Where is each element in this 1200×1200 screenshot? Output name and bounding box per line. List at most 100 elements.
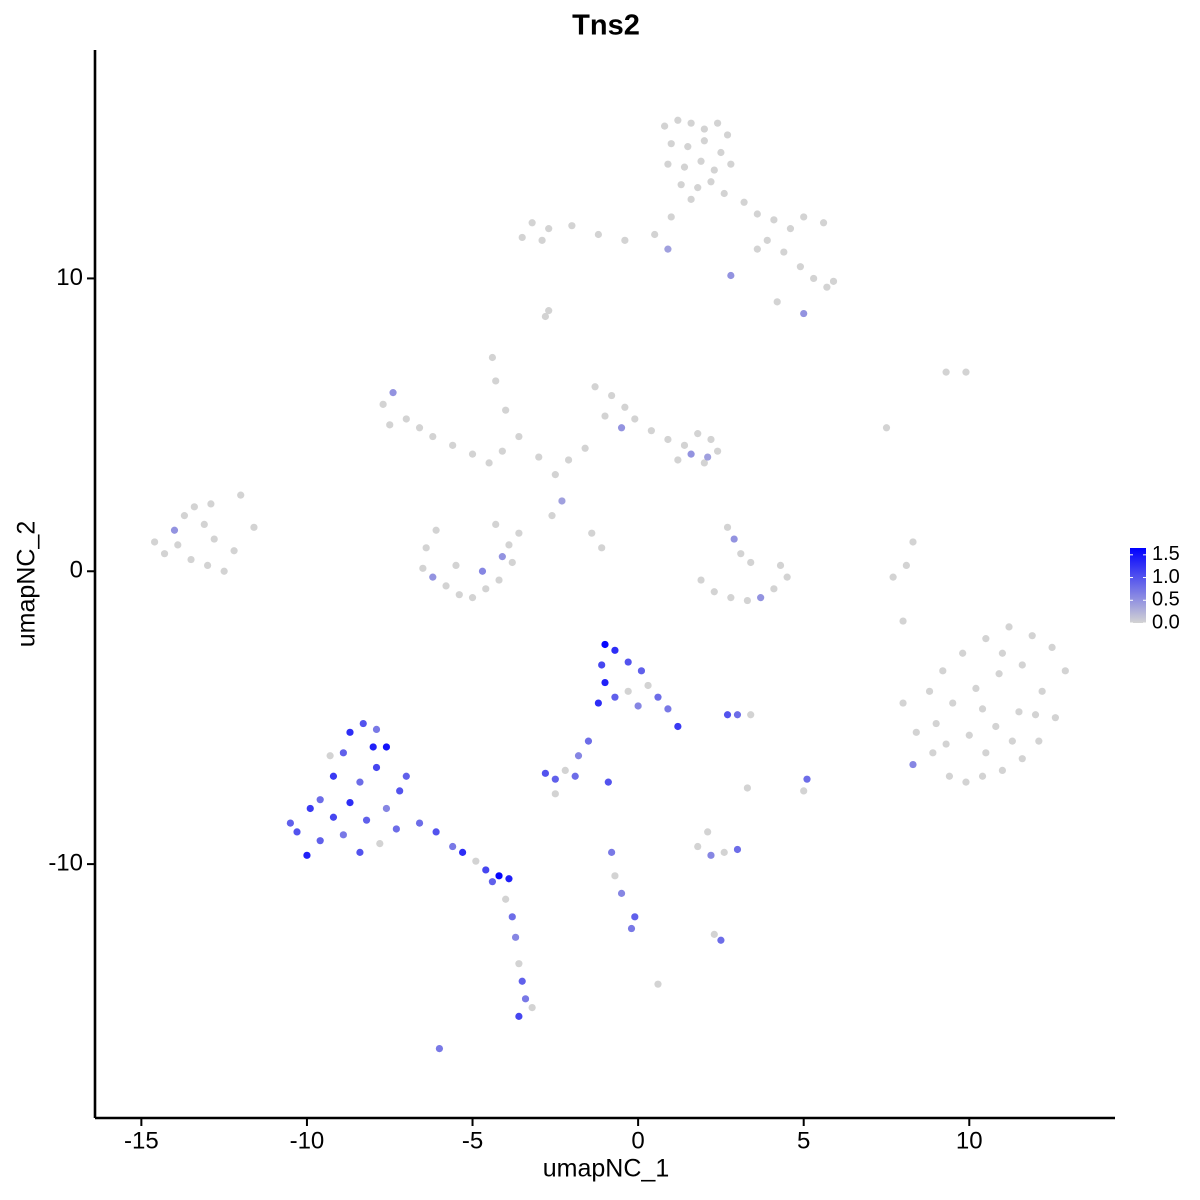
cell-point: [551, 790, 559, 798]
cell-point: [730, 535, 738, 543]
cell-point: [743, 596, 752, 605]
cell-point: [733, 711, 742, 719]
cell-point: [700, 137, 708, 145]
cell-point: [803, 775, 811, 783]
cell-point: [515, 432, 523, 441]
cell-point: [379, 400, 387, 408]
cell-point: [664, 705, 672, 713]
cell-point: [727, 594, 735, 602]
cell-point: [220, 567, 228, 575]
cell-point: [902, 561, 910, 570]
cell-point: [713, 447, 722, 455]
cell-point: [561, 766, 569, 774]
cell-point: [694, 184, 702, 192]
cell-point: [723, 131, 732, 139]
cell-point: [316, 837, 324, 845]
cell-point: [637, 667, 646, 675]
cell-point: [306, 804, 314, 813]
cell-point: [899, 617, 907, 625]
cell-point: [203, 561, 212, 570]
cell-point: [329, 813, 338, 821]
cell-point: [419, 564, 427, 572]
cell-point: [1005, 623, 1013, 631]
cell-point: [697, 576, 705, 584]
cell-point: [796, 263, 804, 271]
cell-point: [429, 573, 437, 581]
cell-point: [1015, 708, 1023, 716]
cell-point: [200, 520, 208, 529]
cell-point: [468, 594, 477, 602]
cell-point: [925, 687, 934, 695]
cell-point: [757, 594, 765, 602]
cell-point: [518, 977, 526, 985]
cell-point: [899, 699, 907, 707]
cell-point: [372, 763, 381, 772]
cell-point: [717, 148, 725, 157]
cell-point: [1048, 643, 1056, 652]
cell-point: [687, 195, 695, 203]
y-tick-label: 10: [56, 264, 83, 291]
cell-point: [286, 819, 294, 827]
cell-point: [733, 845, 742, 854]
cell-point: [1028, 632, 1036, 640]
cell-point: [644, 681, 652, 690]
cell-point: [680, 163, 689, 171]
cell-point: [250, 523, 258, 531]
cell-point: [617, 889, 626, 897]
cell-point: [737, 550, 745, 558]
cell-point: [909, 538, 917, 546]
cell-point: [959, 649, 967, 657]
cell-point: [912, 728, 920, 736]
cell-point: [601, 640, 609, 649]
cell-point: [992, 722, 1000, 731]
colorbar: [1130, 548, 1146, 623]
cell-point: [694, 842, 702, 851]
cell-point: [710, 930, 718, 938]
cell-point: [972, 684, 980, 692]
cell-point: [591, 383, 599, 391]
cell-point: [753, 210, 761, 218]
cell-point: [382, 743, 391, 751]
cell-point: [551, 471, 559, 479]
cell-point: [674, 116, 682, 124]
cell-point: [677, 181, 685, 189]
cell-point: [621, 236, 629, 244]
cell-point: [929, 749, 937, 757]
cell-point: [528, 1003, 536, 1012]
cell-point: [237, 491, 245, 499]
cell-point: [800, 309, 808, 318]
cell-point: [339, 749, 347, 757]
cell-point: [528, 219, 536, 227]
cell-point: [594, 699, 602, 707]
cell-point: [187, 555, 195, 564]
cell-point: [810, 274, 818, 283]
cell-point: [631, 415, 639, 423]
cell-point: [1038, 687, 1046, 695]
cell-point: [449, 441, 457, 449]
cell-point: [508, 558, 516, 567]
cell-point: [680, 441, 689, 449]
cell-point: [392, 825, 400, 833]
cell-point: [210, 535, 218, 543]
cell-point: [608, 391, 616, 400]
cell-point: [316, 796, 324, 804]
cell-point: [932, 719, 940, 728]
cell-point: [190, 503, 198, 511]
cell-point: [1061, 667, 1069, 675]
cell-point: [783, 573, 791, 581]
cell-point: [174, 541, 182, 549]
cell-point: [611, 872, 619, 880]
cell-point: [396, 787, 404, 795]
cell-point: [998, 649, 1007, 657]
cell-point: [369, 743, 377, 751]
cell-point: [472, 857, 480, 865]
cell-point: [962, 368, 970, 376]
cell-point: [581, 444, 589, 452]
cell-point: [521, 995, 530, 1003]
cell-point: [601, 678, 609, 687]
cell-point: [339, 831, 347, 839]
cell-point: [498, 447, 506, 455]
cell-point: [624, 687, 632, 695]
cell-point: [717, 936, 725, 944]
